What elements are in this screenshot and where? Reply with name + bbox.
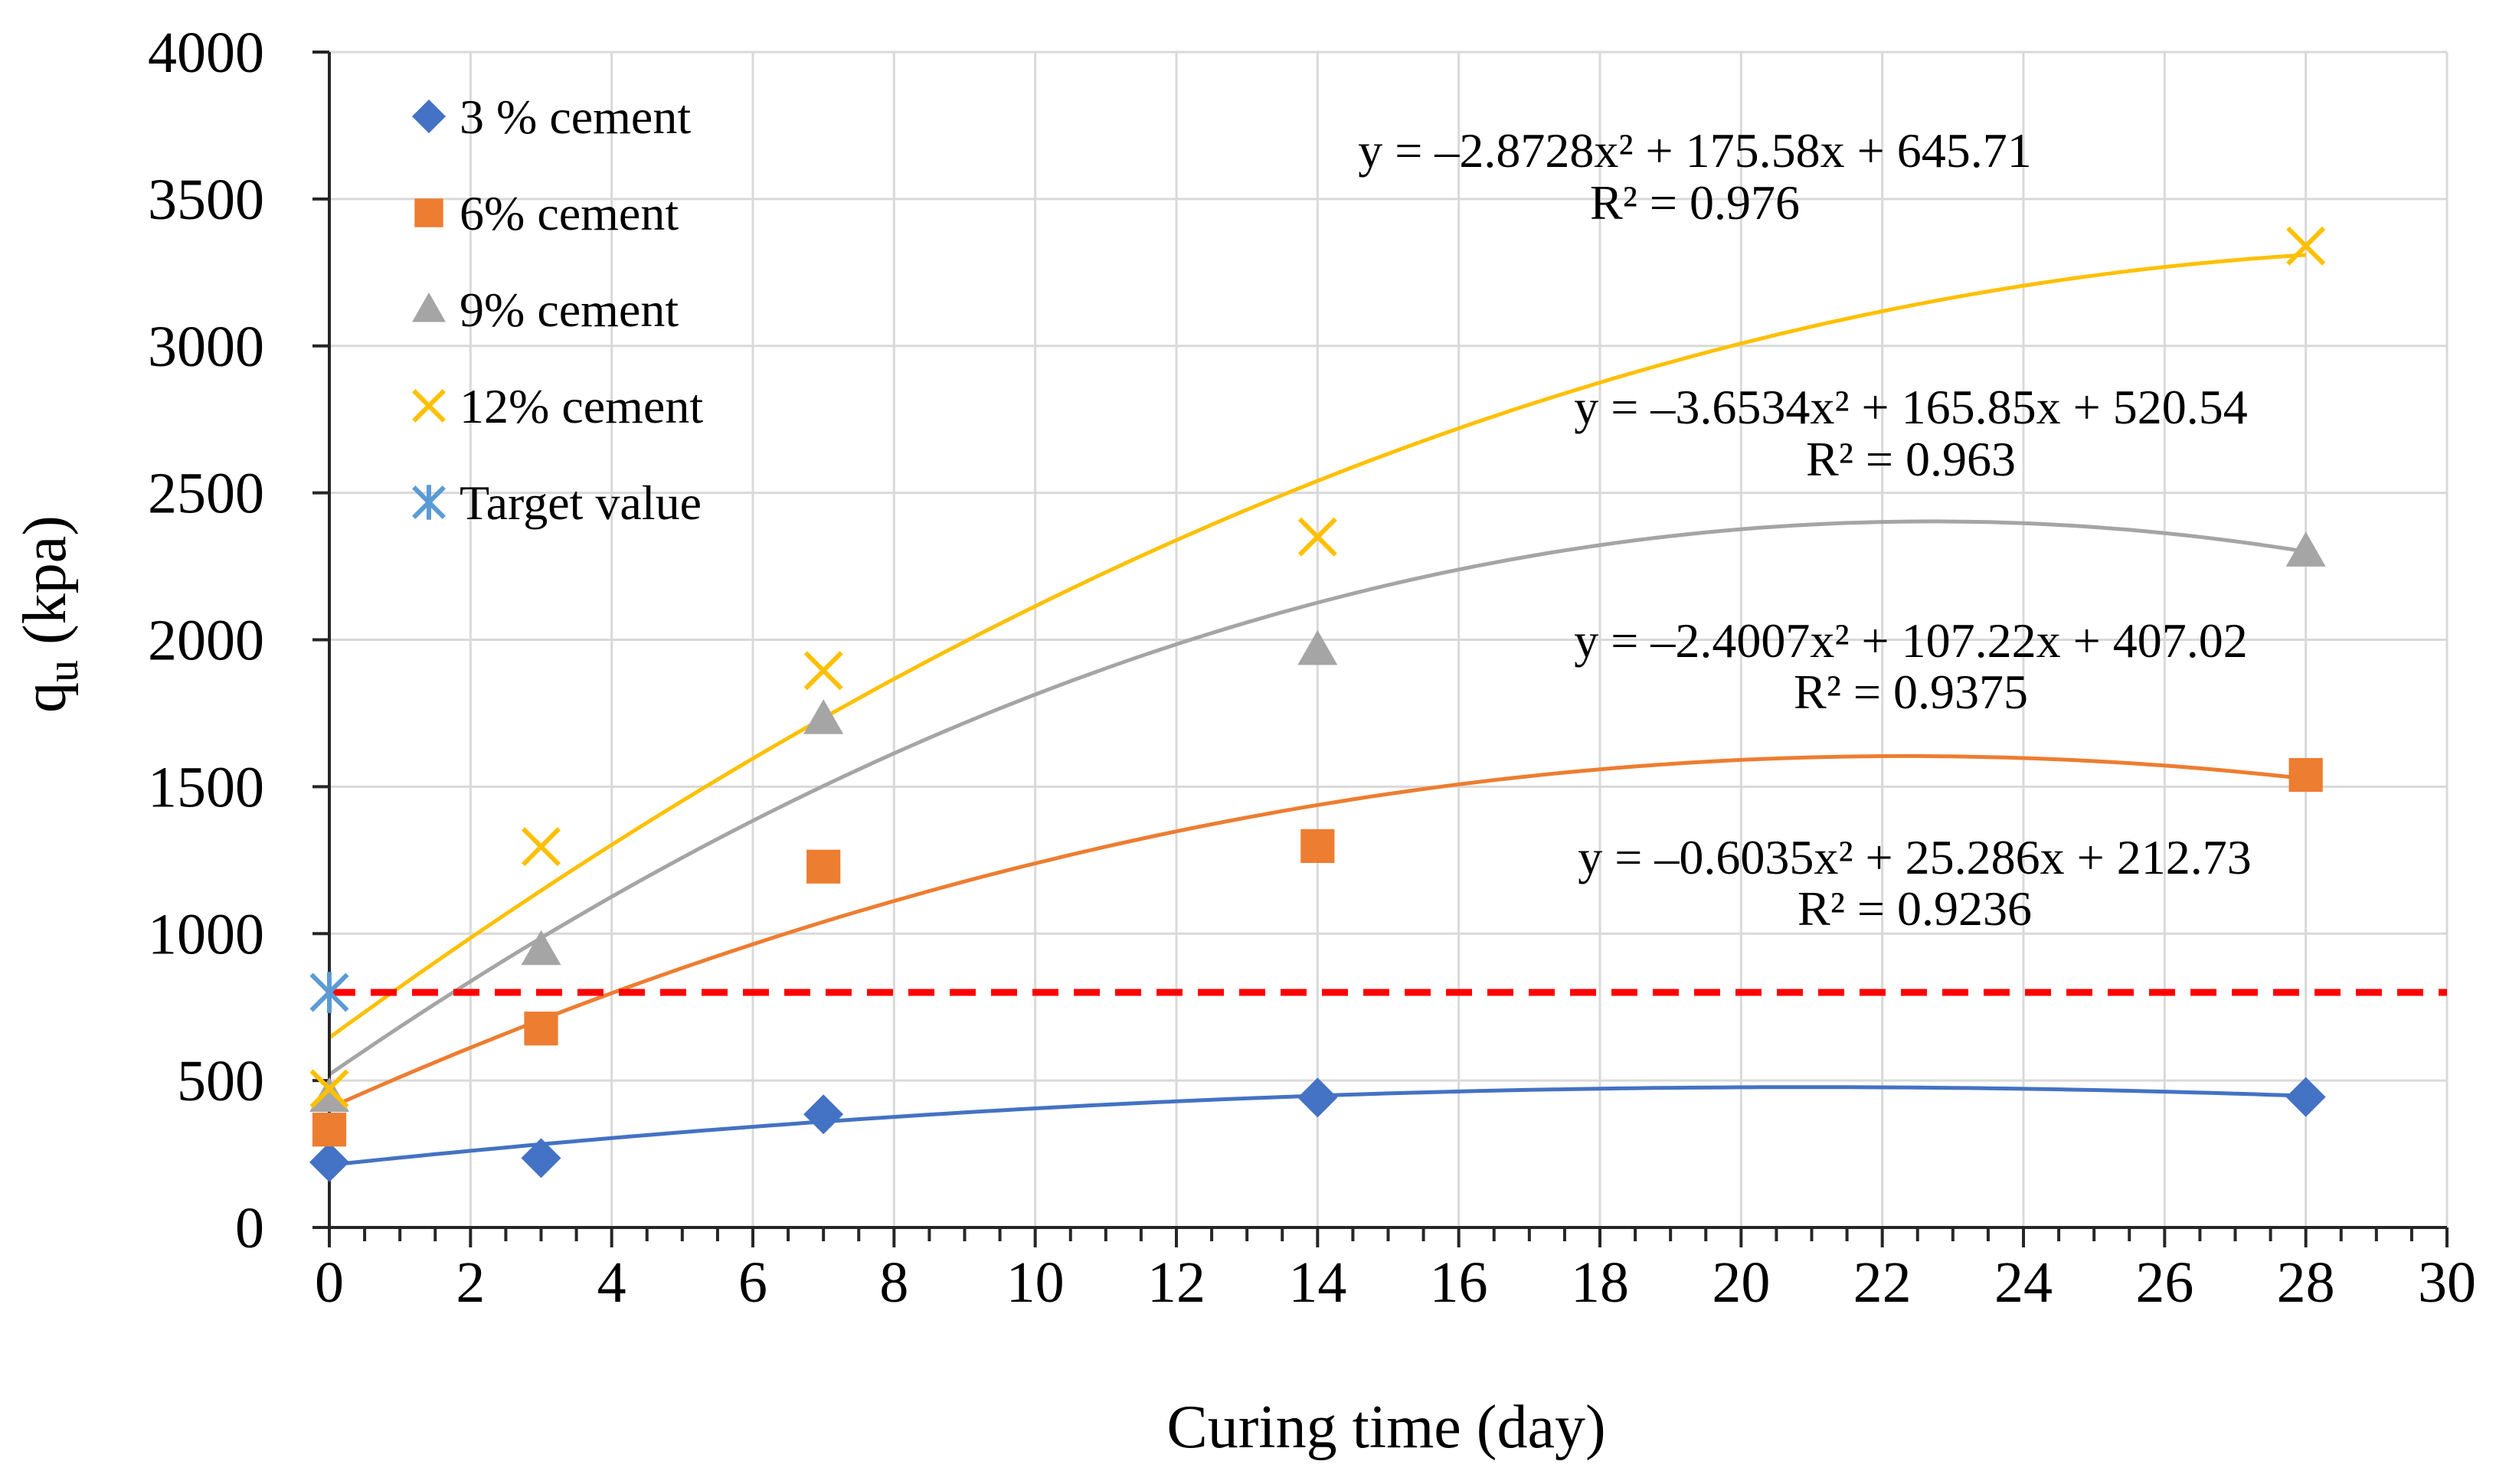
x-tick-label: 6 [738, 1250, 767, 1315]
x-tick-label: 2 [456, 1250, 485, 1315]
data-point-diamond-marker [309, 1142, 349, 1182]
y-tick-label: 2000 [148, 609, 264, 673]
data-point-diamond-marker [803, 1094, 844, 1135]
x-tick-label: 18 [1571, 1250, 1629, 1315]
y-tick-label: 2500 [148, 462, 264, 526]
y-tick-label: 4000 [148, 21, 264, 85]
data-point-square-marker [312, 1113, 347, 1147]
trend-equation: y = –2.8728x² + 175.58x + 645.71 [1358, 123, 2031, 178]
data-point-triangle-marker [521, 930, 561, 966]
y-tick-label: 1500 [148, 755, 264, 819]
x-tick-label: 14 [1288, 1250, 1346, 1315]
trendline [328, 253, 2306, 1040]
trend-equation: y = –0.6035x² + 25.286x + 212.73 [1578, 830, 2251, 884]
data-point-x-marker [2286, 226, 2326, 266]
trendlines [328, 253, 2307, 1167]
legend-label: 12% cement [460, 379, 703, 433]
x-tick-label: 10 [1006, 1250, 1065, 1315]
legend-square-marker [414, 198, 443, 227]
trend-r-squared: R² = 0.9236 [1798, 881, 2032, 936]
x-tick-label: 16 [1430, 1250, 1488, 1315]
legend-asterisk-marker [412, 485, 446, 520]
trend-equation: y = –2.4007x² + 107.22x + 407.02 [1574, 613, 2247, 668]
y-tick-label: 3000 [148, 315, 264, 379]
legend-x-marker [412, 389, 446, 423]
legend-label: Target value [460, 476, 702, 530]
y-tick-label: 0 [235, 1196, 264, 1260]
y-tick-label: 1000 [148, 902, 264, 966]
data-point-x-marker [803, 651, 843, 691]
y-axis-title: qu (kpa) [11, 515, 87, 713]
data-point-square-marker [1300, 829, 1335, 863]
data-point-diamond-marker [521, 1138, 561, 1178]
x-tick-label: 0 [315, 1250, 344, 1315]
x-axis-title: Curing time (day) [1166, 1394, 1605, 1461]
legend-triangle-marker [412, 293, 446, 322]
data-markers [309, 226, 2326, 1182]
x-tick-label: 8 [879, 1250, 908, 1315]
legend-label: 6% cement [460, 186, 679, 240]
legend-label: 9% cement [460, 283, 679, 337]
data-point-x-marker [521, 827, 561, 867]
gridlines [328, 51, 2449, 1229]
y-tick-label: 3500 [148, 168, 264, 232]
trend-r-squared: R² = 0.963 [1806, 432, 2016, 486]
x-tick-label: 28 [2277, 1250, 2335, 1315]
data-point-square-marker [806, 849, 841, 884]
trend-equation: y = –3.6534x² + 165.85x + 520.54 [1574, 380, 2247, 434]
data-point-triangle-marker [803, 699, 844, 734]
trend-r-squared: R² = 0.976 [1590, 175, 1800, 230]
trend-r-squared: R² = 0.9375 [1794, 665, 2028, 719]
y-tick-label: 500 [177, 1049, 264, 1113]
data-point-asterisk-marker [309, 972, 349, 1013]
data-point-x-marker [309, 1069, 349, 1109]
y-axis-title-main: q [11, 682, 79, 713]
data-point-square-marker [2288, 757, 2323, 793]
axes [312, 51, 2449, 1247]
data-point-square-marker [524, 1012, 558, 1046]
trendline [328, 753, 2306, 1110]
data-point-triangle-marker [309, 1077, 349, 1113]
x-tick-label: 4 [597, 1250, 626, 1315]
tick-labels: 0 2 4 6 8 10 12 14 16 18 20 22 24 26 28 300500100015002… [148, 21, 2476, 1315]
data-point-x-marker [1297, 517, 1337, 557]
x-tick-label: 24 [1994, 1250, 2053, 1315]
x-tick-label: 12 [1147, 1250, 1205, 1315]
data-point-diamond-marker [1297, 1077, 1338, 1118]
legend-diamond-marker [412, 100, 446, 133]
data-point-triangle-marker [1297, 629, 1338, 665]
legend: 3 % cement 6% cement 9% cement 12% cement Ta… [412, 90, 703, 530]
data-point-triangle-marker [2285, 531, 2326, 567]
y-axis-title-unit: (kpa) [11, 515, 79, 660]
x-tick-label: 22 [1853, 1250, 1912, 1315]
x-tick-label: 30 [2418, 1250, 2476, 1315]
trendline [328, 519, 2307, 1077]
x-tick-label: 20 [1712, 1250, 1770, 1315]
legend-label: 3 % cement [460, 90, 691, 144]
x-tick-label: 26 [2135, 1250, 2193, 1315]
data-point-diamond-marker [2285, 1077, 2326, 1117]
y-axis-title-sub: u [38, 660, 87, 682]
